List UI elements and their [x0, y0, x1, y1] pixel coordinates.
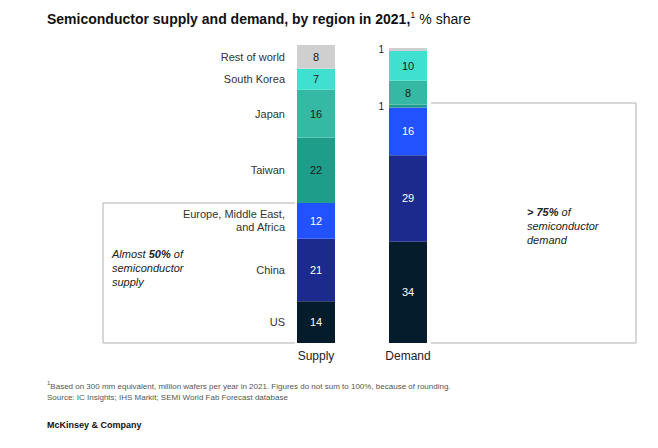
svg-text:US: US [270, 316, 285, 328]
html-text:1Based on 300 mm equivalent, m: 1Based on 300 mm equivalent, million waf… [47, 380, 451, 391]
svg-text:Rest of world: Rest of world [221, 51, 285, 63]
svg-text:8: 8 [405, 87, 411, 99]
svg-text:China: China [256, 264, 286, 276]
svg-text:Supply: Supply [298, 349, 335, 363]
svg-text:12: 12 [310, 215, 322, 227]
svg-text:34: 34 [402, 286, 414, 298]
svg-text:South Korea: South Korea [224, 73, 286, 85]
svg-text:1: 1 [378, 44, 384, 55]
html-text:Semiconductor supply and deman: Semiconductor supply and demand, by regi… [47, 10, 471, 27]
svg-text:22: 22 [310, 164, 322, 176]
svg-text:Europe, Middle East,and Africa: Europe, Middle East,and Africa [183, 208, 286, 233]
svg-text:10: 10 [402, 60, 414, 72]
svg-text:Demand: Demand [385, 349, 430, 363]
svg-text:7: 7 [313, 73, 319, 85]
svg-text:21: 21 [310, 264, 322, 276]
svg-text:Taiwan: Taiwan [251, 164, 285, 176]
svg-text:14: 14 [310, 316, 322, 328]
svg-text:1: 1 [378, 101, 384, 112]
svg-text:Almost 50% ofsemiconductorsupp: Almost 50% ofsemiconductorsupply [111, 248, 185, 288]
html-text:Source: IC Insights; IHS Marki: Source: IC Insights; IHS Markit; SEMI Wo… [47, 393, 288, 402]
svg-text:8: 8 [313, 51, 319, 63]
html-text:McKinsey & Company: McKinsey & Company [47, 420, 142, 430]
svg-text:16: 16 [310, 108, 322, 120]
svg-text:Japan: Japan [255, 108, 285, 120]
svg-text:16: 16 [402, 125, 414, 137]
svg-text:> 75% ofsemiconductordemand: > 75% ofsemiconductordemand [527, 206, 600, 246]
svg-text:29: 29 [402, 192, 414, 204]
